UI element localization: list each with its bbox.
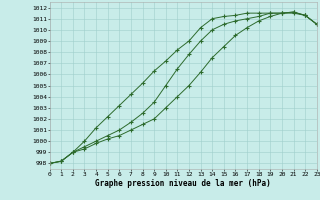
X-axis label: Graphe pression niveau de la mer (hPa): Graphe pression niveau de la mer (hPa) [95,179,271,188]
